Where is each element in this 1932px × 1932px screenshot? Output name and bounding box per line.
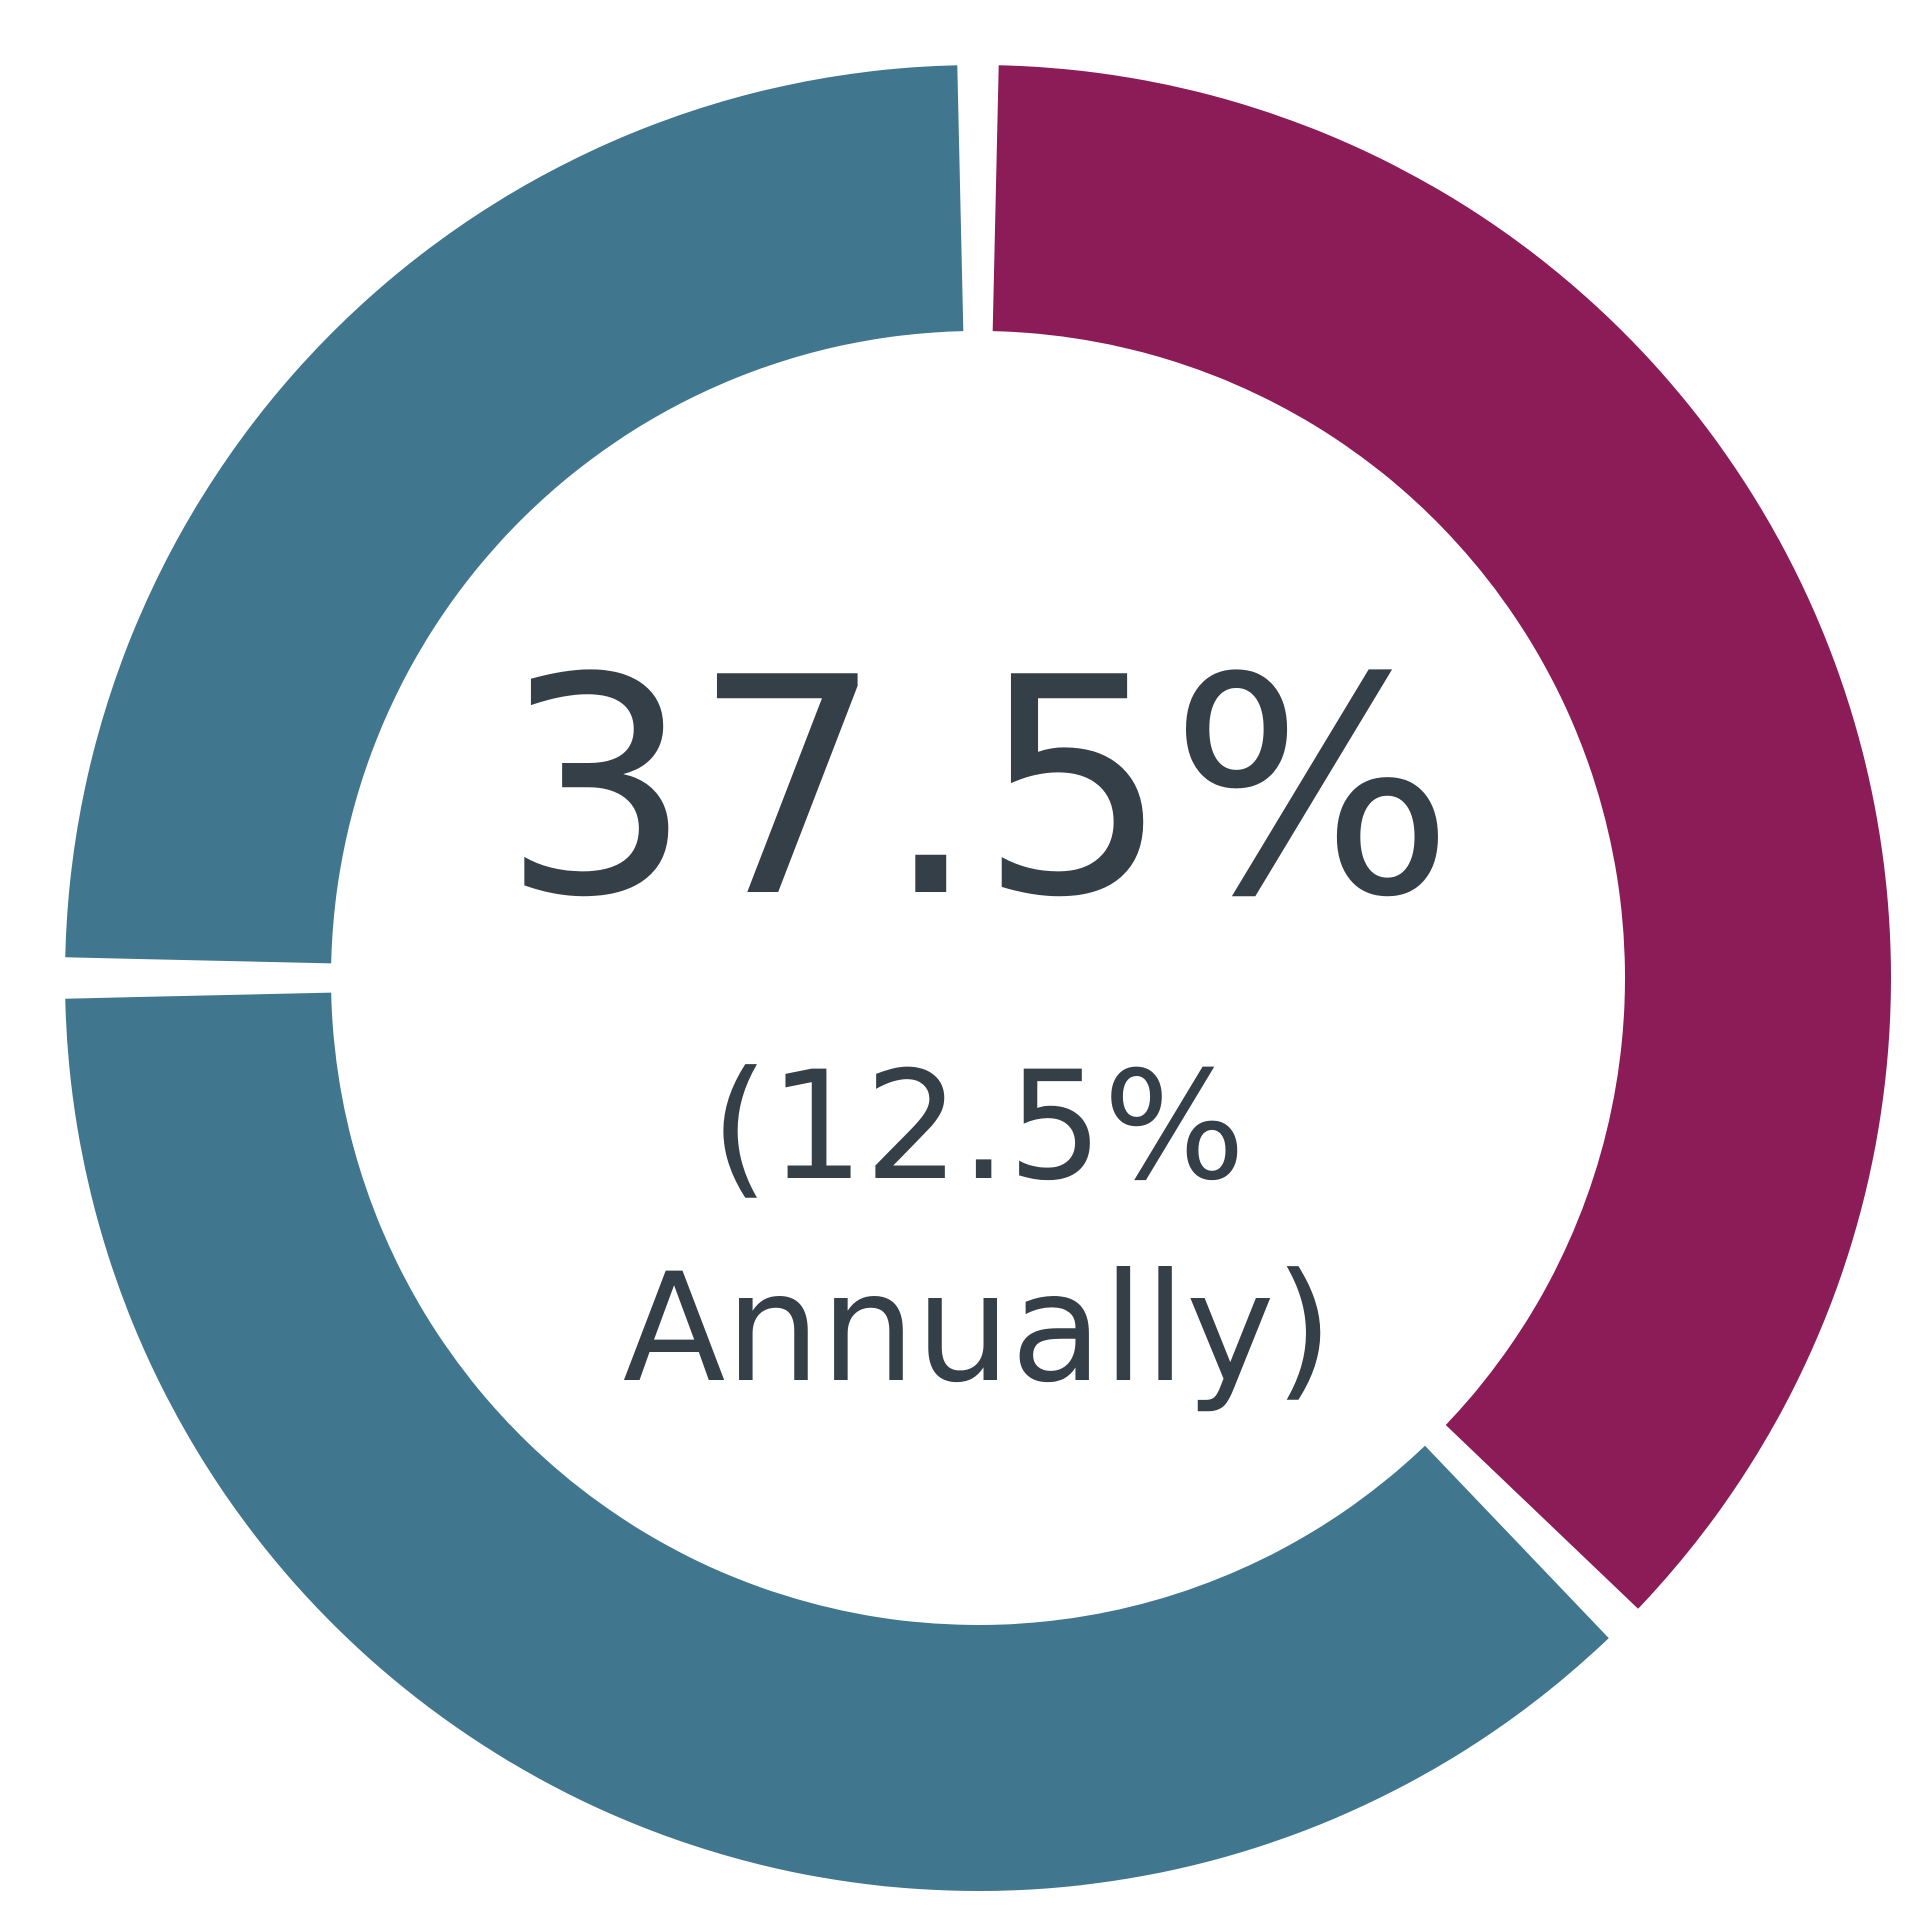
center-value-label: 37.5% <box>501 614 1454 963</box>
donut-segment-1 <box>65 65 964 964</box>
donut-segment-2 <box>65 992 1609 1892</box>
center-annual-rate-label: (12.5% <box>710 1040 1245 1214</box>
donut-segment-3 <box>992 65 1892 1609</box>
center-annual-period-label: Annually) <box>623 1242 1333 1416</box>
donut-segments <box>65 65 1892 1892</box>
